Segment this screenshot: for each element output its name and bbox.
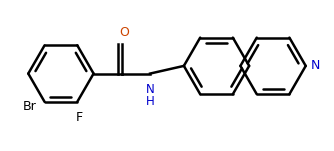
Text: F: F [75, 111, 83, 124]
Text: O: O [119, 26, 129, 39]
Text: N: N [310, 59, 320, 72]
Text: N
H: N H [146, 83, 154, 108]
Text: Br: Br [22, 100, 36, 113]
